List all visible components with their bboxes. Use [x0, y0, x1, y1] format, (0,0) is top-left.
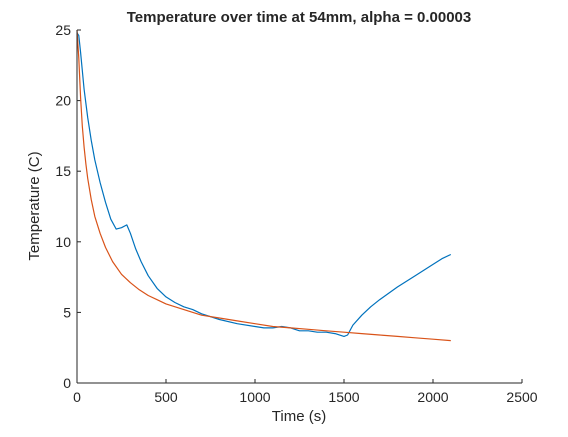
- y-tick-label: 10: [55, 234, 71, 250]
- x-tick-label: 1000: [239, 389, 270, 405]
- x-tick-label: 0: [73, 389, 81, 405]
- x-tick-label: 500: [154, 389, 178, 405]
- series-layer: [76, 29, 452, 342]
- y-axis-label: Temperature (C): [26, 151, 43, 260]
- x-tick-label: 2500: [506, 389, 537, 405]
- y-tick-label: 20: [55, 93, 71, 109]
- x-tick-label: 2000: [417, 389, 448, 405]
- y-tick-label: 5: [63, 304, 71, 320]
- y-tick-label: 0: [63, 375, 71, 391]
- plot-area: [77, 30, 522, 383]
- chart-title: Temperature over time at 54mm, alpha = 0…: [127, 9, 471, 26]
- y-tick-label: 25: [55, 22, 71, 38]
- ticks: 0 500 1000 1500 2000 2500 0 5 10 15 20 25: [55, 22, 537, 405]
- x-axis-label: Time (s): [272, 408, 326, 425]
- series-line-2: [76, 29, 451, 342]
- axes: [76, 30, 522, 384]
- x-tick-label: 1500: [328, 389, 359, 405]
- y-tick-label: 15: [55, 163, 71, 179]
